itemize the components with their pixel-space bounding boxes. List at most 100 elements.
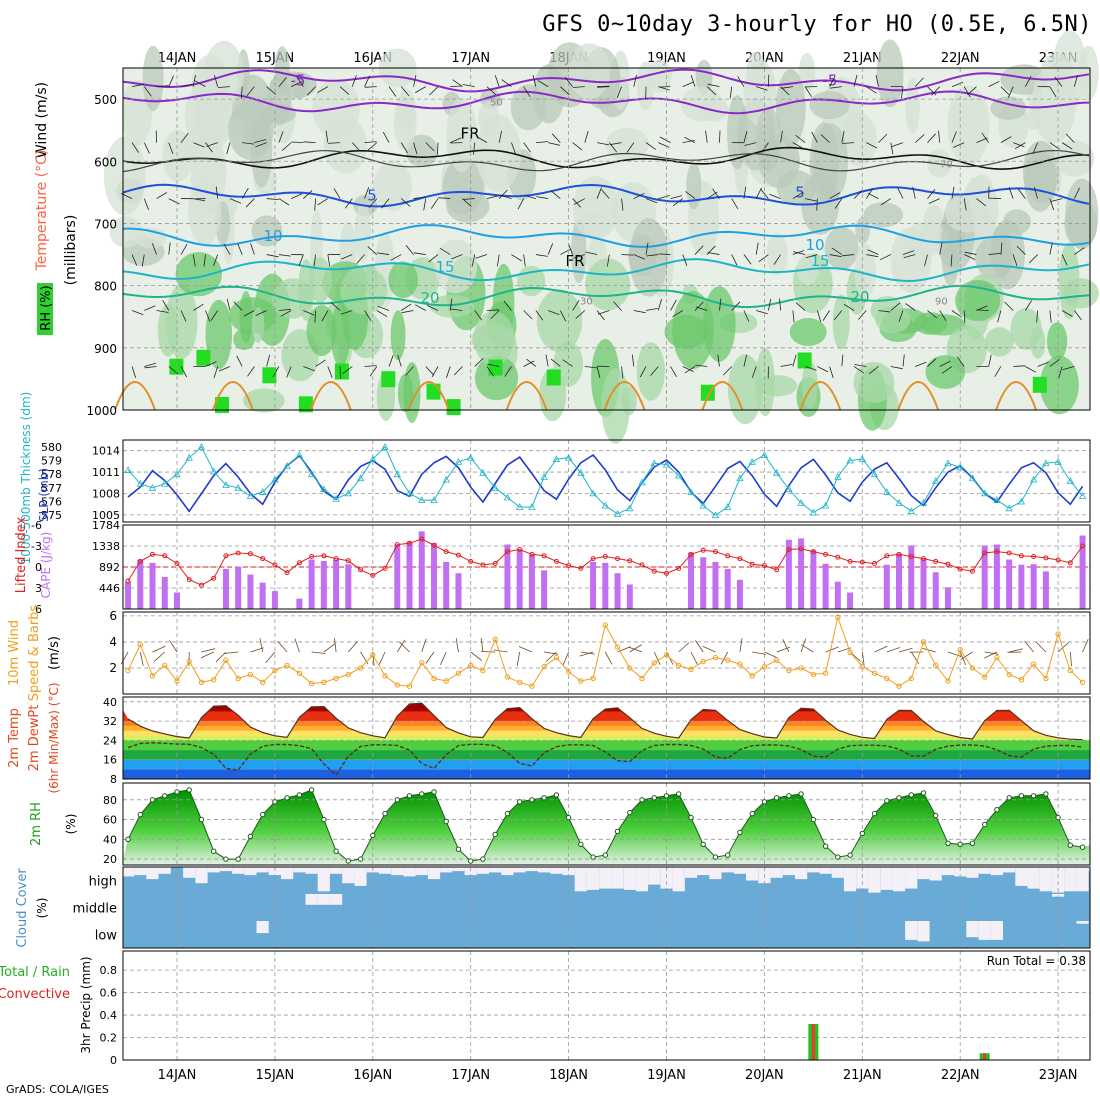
rh-shading-blob [757,375,798,397]
temp-tick-label: 24 [103,734,117,747]
precip-convective-bar [983,1053,987,1060]
wind-barb [928,198,940,204]
wind-barb [532,74,537,87]
temp-band [123,730,1090,736]
wind-barb [560,86,570,96]
wind-barb [517,198,525,210]
lifted-index-point [578,565,584,571]
lifted-index-point [468,558,474,564]
wind-barb [1074,310,1082,321]
wind-speed-point [357,665,364,671]
rh-shading-blob [1058,242,1080,320]
rh-point [957,841,963,847]
li-tick-label: -6 [31,519,42,532]
thickness-point [638,478,646,486]
cloud-clear-segment [232,867,245,874]
wind-speed-point [773,657,780,663]
rh-point [994,807,1000,813]
wind-barb [180,243,188,255]
lifted-index-point [186,577,192,583]
wind-barb [562,359,573,367]
lifted-index-point [541,553,547,559]
wind-barb [939,242,943,255]
wind-barb [1000,86,1010,96]
wind-barb [903,254,916,259]
lifted-index-point [358,567,364,573]
wind-barb [364,75,370,87]
cloud-clear-segment [917,867,930,880]
ylabel-rh-swatch [37,283,53,335]
cape-bar [896,553,903,609]
wind-barb [743,130,748,143]
wind-barb [193,303,204,311]
cape-lifted-index-panel: 446 892 1338 1784 -6 -3 0 3 6 Lifted Index CAPE (J… [14,516,1091,616]
wind-barb [927,86,937,96]
wind-barb [236,355,243,367]
wind-barb-10m [1035,641,1047,653]
cloud-clear-segment [611,867,624,889]
wind-barb [413,196,426,199]
wind-barb [915,361,927,367]
cloud-clear-segment [966,921,979,938]
cloud-clear-segment [513,867,526,873]
lifted-index-point [333,556,339,562]
wind-barb [639,366,647,378]
wind-barb [854,364,867,367]
wind-barb [707,83,720,88]
wind-barb [719,130,721,143]
cloud-clear-segment [709,867,722,880]
wind-barb [1050,198,1063,202]
cloud-clear-segment [562,867,575,876]
wind-barb [317,86,329,94]
cloud-clear-segment [268,867,281,876]
thickness-point [883,488,891,495]
wind-barb [486,86,497,95]
cape-bar [736,579,743,609]
wind-barb [490,310,500,320]
rh-shading-blob [306,305,337,357]
cape-bar [528,554,535,609]
thickness-point [161,479,169,487]
wind-barb [927,133,936,143]
thickness-point [185,453,193,461]
wind-barb [866,254,879,258]
wind-speed-point [247,671,254,678]
wind-barb [657,298,662,311]
wind-speed-point [712,654,719,661]
cape-bar [700,557,707,609]
wind-barb-10m [1024,641,1034,653]
wind-barb [162,299,170,311]
rh-point [725,852,731,858]
wind-barb [1013,365,1026,367]
rh-shading-blob [876,39,904,108]
rh-point [945,840,951,846]
rh-high-patch [196,349,211,366]
wind-barb [1061,142,1073,150]
cloud-clear-segment [697,867,710,876]
wind-barb [914,77,924,87]
wind-speed-point [419,660,425,666]
wind-barb [939,310,947,321]
wind-barb [645,142,657,150]
wind-barb [658,142,670,148]
wind-speed-point [786,667,792,674]
thickness-point [369,455,377,463]
wind-barb-10m [470,651,483,661]
rh-point [969,840,976,846]
wind-barb [303,141,316,144]
rh-point [321,816,327,823]
rh-point [247,833,254,839]
rh-point [1030,793,1037,799]
wind-barb [551,133,561,143]
rh-shading-blob [789,318,827,346]
wind-barb [1013,142,1025,148]
wind-barb-10m [1057,642,1069,653]
lifted-index-point [1055,557,1061,563]
cloud-clear-segment [525,867,538,872]
wind-barb-10m [580,651,595,655]
rh-shading-blob [824,226,859,270]
lifted-index-point [394,542,400,548]
wind-barb [255,310,267,316]
wind-speed-point [835,614,841,620]
wind-barb [964,254,976,260]
